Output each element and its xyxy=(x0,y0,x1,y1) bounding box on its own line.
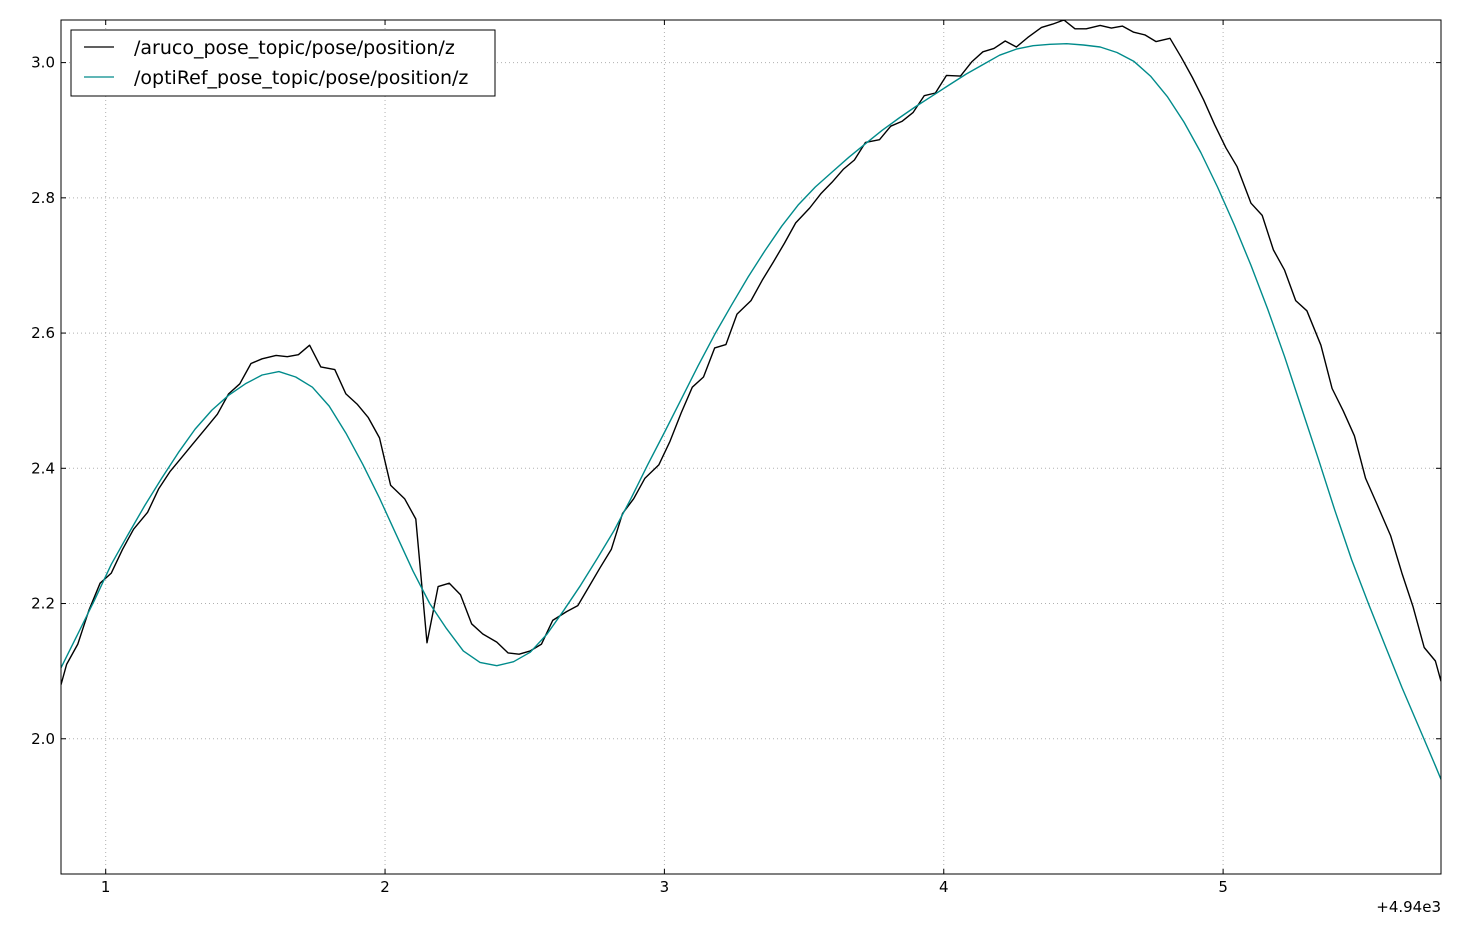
y-tick-label: 2.6 xyxy=(31,324,55,342)
series-lines xyxy=(61,20,1441,780)
y-axis-tick-labels: 2.0 2.2 2.4 2.6 2.8 3.0 xyxy=(31,54,55,748)
x-tick-label: 5 xyxy=(1218,878,1228,896)
legend-box xyxy=(70,29,496,97)
legend: /aruco_pose_topic/pose/position/z /optiR… xyxy=(70,29,496,97)
x-axis-offset-label: +4.94e3 xyxy=(1376,898,1441,916)
y-tick-label: 2.0 xyxy=(31,730,55,748)
legend-label-aruco: /aruco_pose_topic/pose/position/z xyxy=(134,37,455,59)
y-tick-label: 2.2 xyxy=(31,595,55,613)
legend-label-optiref: /optiRef_pose_topic/pose/position/z xyxy=(134,67,468,89)
y-tick-label: 3.0 xyxy=(31,54,55,72)
y-tick-label: 2.8 xyxy=(31,189,55,207)
x-tick-label: 2 xyxy=(380,878,390,896)
plot-frame xyxy=(60,19,1442,875)
x-tick-label: 4 xyxy=(939,878,949,896)
series-line-optiref xyxy=(61,43,1441,780)
x-tick-label: 1 xyxy=(101,878,111,896)
series-line-aruco xyxy=(61,20,1441,685)
x-axis-tick-labels: 1 2 3 4 5 xyxy=(101,878,1228,896)
axis-ticks xyxy=(61,20,1441,874)
y-tick-label: 2.4 xyxy=(31,459,55,477)
x-tick-label: 3 xyxy=(660,878,670,896)
